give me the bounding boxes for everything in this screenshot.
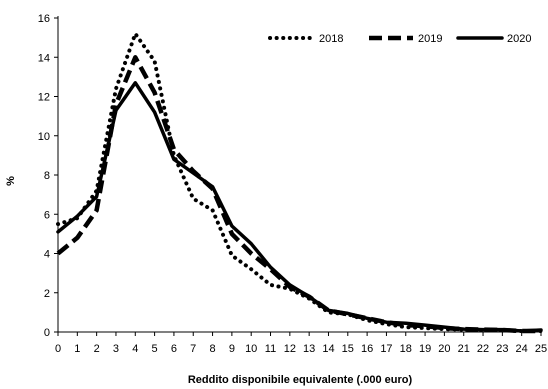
legend-label-2018: 2018: [319, 33, 343, 45]
x-tick-label: 19: [419, 343, 431, 355]
x-tick-label: 15: [342, 343, 354, 355]
y-tick-label: 2: [44, 288, 50, 300]
y-tick-labels: 0 2 4 6 8 10 12 14 16: [38, 13, 50, 339]
x-tick-label: 9: [229, 343, 235, 355]
x-tick-label: 4: [132, 343, 138, 355]
x-tick-label: 18: [400, 343, 412, 355]
series-line-2018: [56, 31, 543, 333]
x-tick-label: 22: [477, 343, 489, 355]
x-tick-label: 23: [496, 343, 508, 355]
axes: [54, 16, 542, 336]
x-tick-label: 17: [380, 343, 392, 355]
x-tick-label: 11: [265, 343, 276, 355]
legend-label-2020: 2020: [507, 33, 531, 45]
x-tick-label: 5: [152, 343, 158, 355]
y-tick-label: 6: [44, 209, 50, 221]
y-axis-title: %: [5, 176, 17, 186]
x-tick-label: 25: [535, 343, 547, 355]
x-tick-label: 12: [284, 343, 296, 355]
y-tick-label: 14: [38, 52, 50, 64]
x-tick-label: 8: [209, 343, 215, 355]
x-tick-label: 24: [516, 343, 528, 355]
x-tick-label: 6: [171, 343, 177, 355]
x-tick-label: 1: [74, 343, 80, 355]
x-tick-label: 16: [361, 343, 373, 355]
x-tick-label: 3: [113, 343, 119, 355]
y-tick-label: 16: [38, 13, 50, 25]
y-tick-label: 0: [44, 327, 50, 339]
x-tick-labels: 0 1 2 3 4 5 6 7 8 9 10 11 12 13 14 15 16 17 18 19 20 21 22 23 24…: [55, 343, 547, 355]
y-tick-label: 4: [44, 249, 50, 261]
series-group: [56, 31, 543, 334]
y-tick-label: 10: [38, 131, 50, 143]
y-tick-label: 12: [38, 92, 50, 104]
x-tick-label: 2: [94, 343, 100, 355]
x-tick-label: 14: [322, 343, 334, 355]
legend-label-2019: 2019: [418, 33, 442, 45]
x-tick-label: 10: [245, 343, 257, 355]
y-tick-label: 8: [44, 170, 50, 182]
x-axis-title: Reddito disponibile equivalente (.000 eu…: [188, 374, 413, 386]
series-line-2020: [56, 81, 543, 333]
x-tick-label: 13: [303, 343, 315, 355]
x-tick-label: 0: [55, 343, 61, 355]
legend: 2018 2019 2020: [268, 33, 531, 45]
x-tick-label: 20: [438, 343, 450, 355]
x-tick-label: 7: [190, 343, 196, 355]
x-tick-label: 21: [458, 343, 470, 355]
